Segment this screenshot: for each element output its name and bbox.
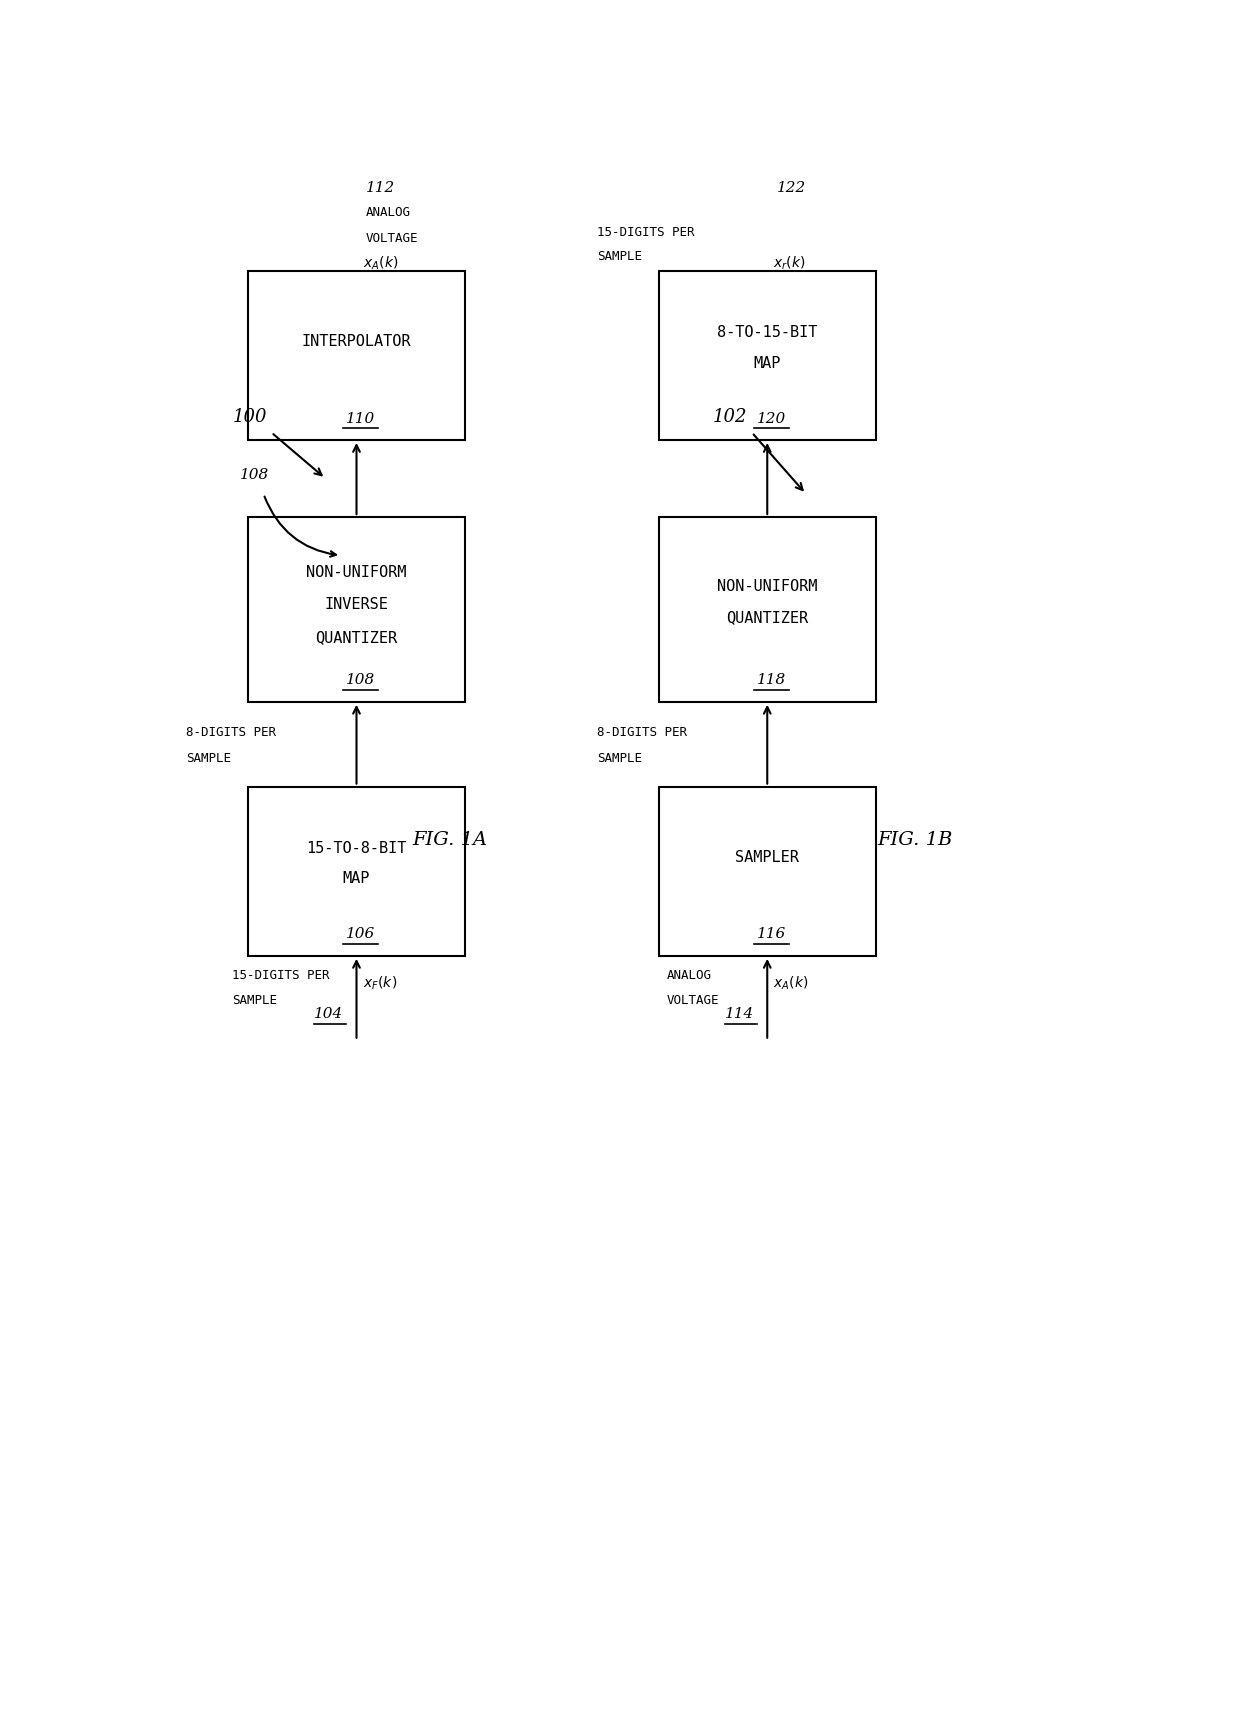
Text: ANALOG: ANALOG [366, 207, 410, 219]
Text: SAMPLER: SAMPLER [735, 849, 800, 865]
Bar [658, 271, 875, 439]
Text: 108: 108 [346, 674, 374, 687]
Text: $x_A(k)$: $x_A(k)$ [362, 255, 398, 272]
Text: 110: 110 [346, 412, 374, 426]
Text: 106: 106 [346, 927, 374, 941]
Text: ANALOG: ANALOG [667, 968, 712, 982]
Bar [658, 787, 875, 956]
Text: 118: 118 [756, 674, 786, 687]
Text: 108: 108 [241, 467, 269, 482]
Bar [248, 517, 465, 701]
Text: 114: 114 [724, 1006, 754, 1020]
Text: FIG. 1A: FIG. 1A [412, 832, 487, 849]
Text: MAP: MAP [342, 872, 371, 886]
Text: NON-UNIFORM: NON-UNIFORM [306, 565, 407, 581]
Text: $x_A(k)$: $x_A(k)$ [774, 973, 808, 992]
Text: $x_r(k)$: $x_r(k)$ [774, 255, 806, 272]
Text: 15-DIGITS PER: 15-DIGITS PER [232, 968, 330, 982]
Text: QUANTIZER: QUANTIZER [727, 610, 808, 625]
Text: INVERSE: INVERSE [325, 598, 388, 612]
Text: 112: 112 [366, 181, 396, 195]
Text: FIG. 1B: FIG. 1B [877, 832, 952, 849]
Text: MAP: MAP [754, 355, 781, 370]
Text: 100: 100 [233, 408, 267, 426]
Text: 8-DIGITS PER: 8-DIGITS PER [596, 725, 687, 739]
Bar [658, 517, 875, 701]
Text: QUANTIZER: QUANTIZER [315, 629, 398, 644]
Text: 122: 122 [776, 181, 806, 195]
Text: NON-UNIFORM: NON-UNIFORM [717, 579, 817, 594]
Text: VOLTAGE: VOLTAGE [366, 233, 418, 245]
Text: 104: 104 [314, 1006, 343, 1020]
Text: VOLTAGE: VOLTAGE [667, 994, 719, 1008]
Bar [248, 787, 465, 956]
Text: 8-DIGITS PER: 8-DIGITS PER [186, 725, 277, 739]
Text: SAMPLE: SAMPLE [596, 250, 642, 264]
Text: 102: 102 [713, 408, 748, 426]
Text: 15-DIGITS PER: 15-DIGITS PER [596, 226, 694, 239]
Text: SAMPLE: SAMPLE [232, 994, 278, 1008]
Text: $x_F(k)$: $x_F(k)$ [362, 973, 397, 992]
Text: 120: 120 [756, 412, 786, 426]
Text: SAMPLE: SAMPLE [596, 751, 642, 765]
Bar [248, 271, 465, 439]
Text: 8-TO-15-BIT: 8-TO-15-BIT [717, 324, 817, 339]
Text: 116: 116 [756, 927, 786, 941]
Text: SAMPLE: SAMPLE [186, 751, 231, 765]
Text: INTERPOLATOR: INTERPOLATOR [301, 334, 412, 350]
Text: 15-TO-8-BIT: 15-TO-8-BIT [306, 841, 407, 856]
